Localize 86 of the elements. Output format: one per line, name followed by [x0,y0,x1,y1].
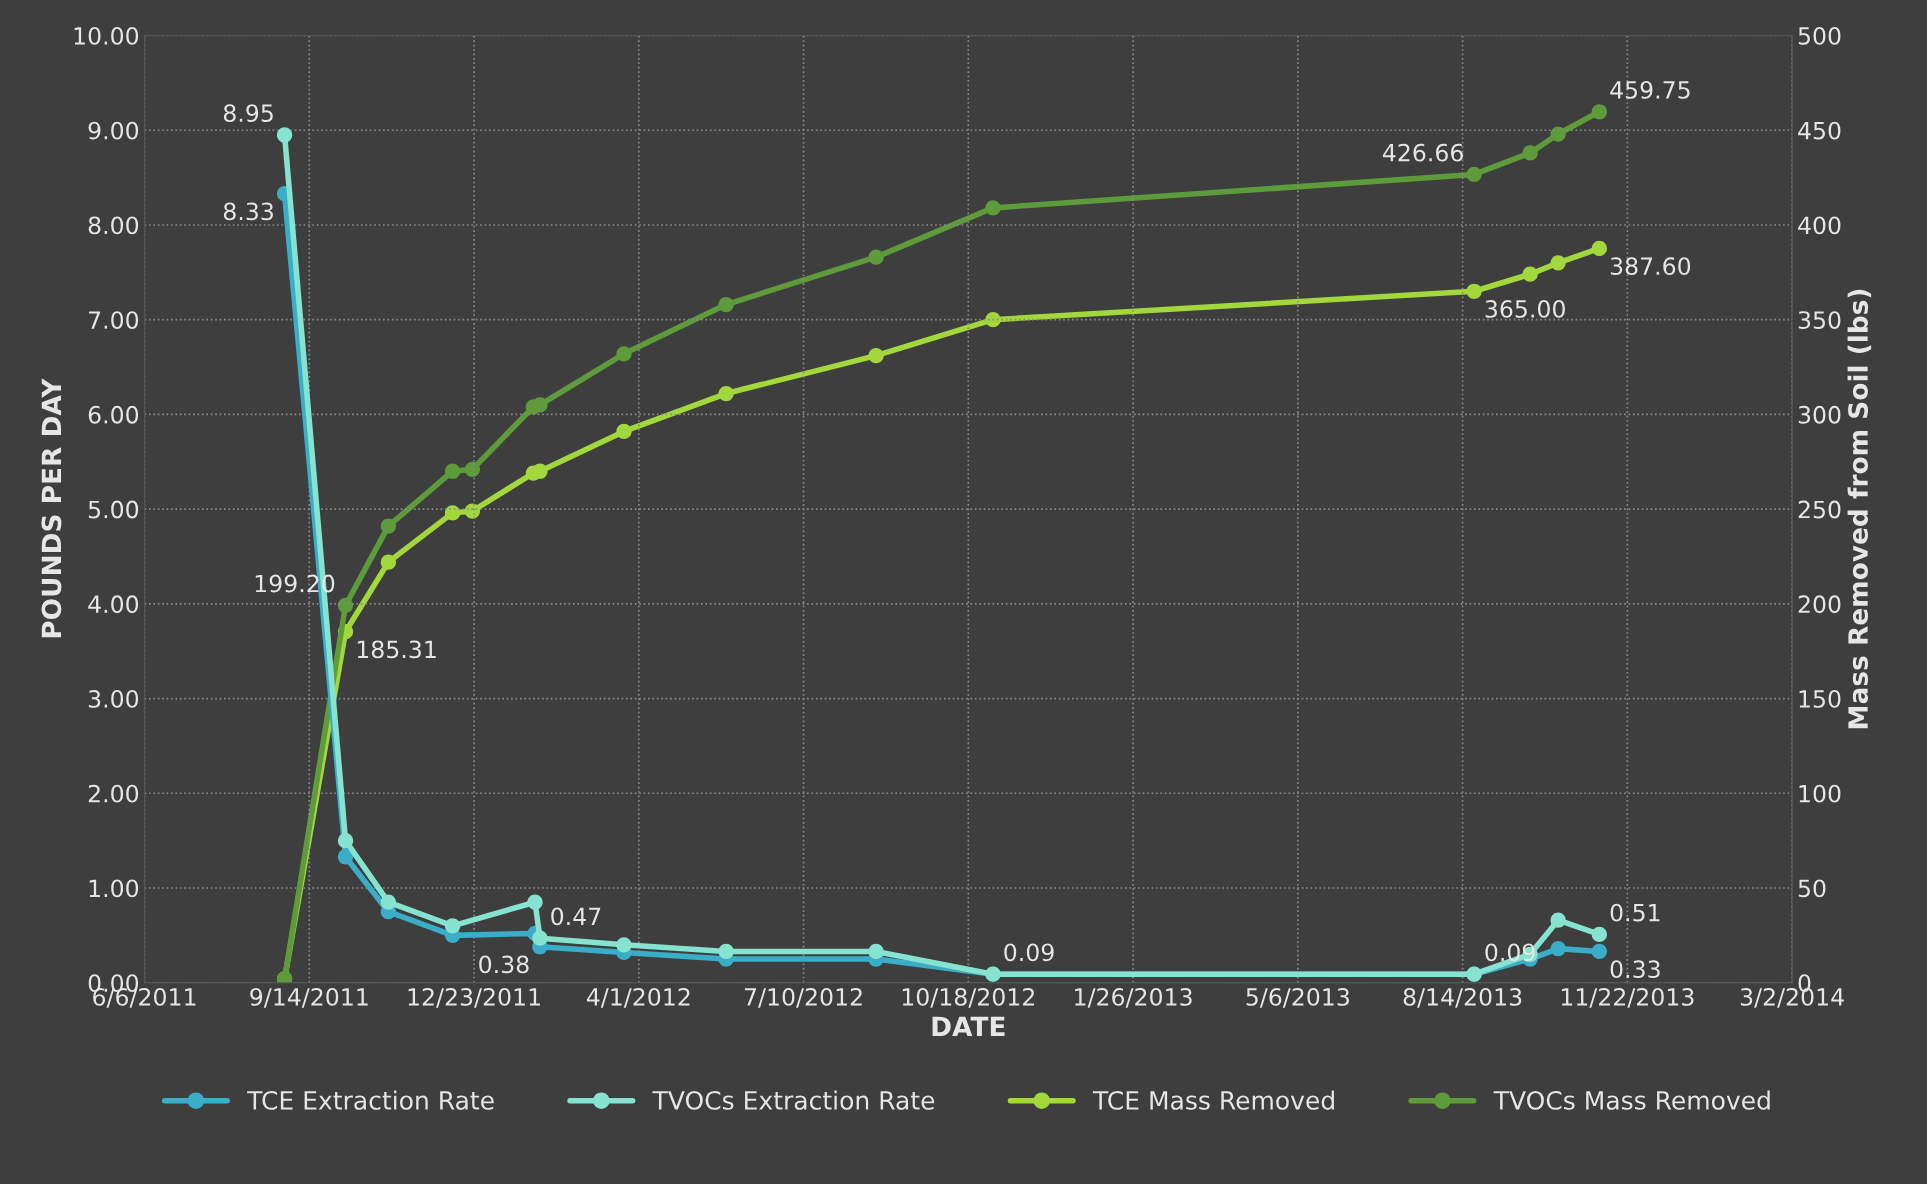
point [1550,912,1566,928]
legend-label: TVOCs Mass Removed [1493,1090,1770,1110]
data-label: 426.66 [1382,143,1463,162]
point [868,249,884,265]
point [616,937,632,953]
x-tick-label: 4/1/2012 [586,988,690,1008]
y-tick-label: 4.00 [88,595,139,614]
point [868,348,884,364]
point [718,943,734,960]
data-label: 0.47 [551,907,601,926]
point [337,597,354,613]
data-label: 185.31 [357,640,436,659]
x-tick-label: 1/26/2013 [1075,988,1192,1008]
y2-tick-label: 400 [1798,216,1841,235]
y-tick-label: 1.00 [89,879,139,898]
point [337,833,354,849]
point [718,385,734,402]
y2-tick-label: 350 [1798,311,1841,329]
data-label: 0.51 [1610,903,1660,922]
point [1550,255,1566,271]
legend-label: TCE Extraction Rate [247,1090,494,1110]
y2-tick-label: 250 [1798,500,1841,519]
point [337,849,354,865]
data-label: 0.33 [1610,960,1660,979]
data-label: 365.00 [1485,300,1565,318]
y2-tick-label: 300 [1798,405,1841,424]
point [380,894,397,910]
point [276,127,293,143]
point [616,346,632,362]
point [1591,240,1607,257]
data-label: 0.09 [1004,943,1054,962]
x-tick-label: 10/18/2012 [902,988,1034,1008]
y2-tick-label: 450 [1798,121,1841,140]
x-tick-label: 5/6/2013 [1246,988,1349,1008]
point [532,463,548,479]
y2-tick-label: 500 [1798,26,1841,45]
y-tick-label: 6.00 [88,405,139,424]
point [868,943,884,960]
legend-label: TVOCs Extraction Rate [652,1090,935,1110]
data-label: 8.95 [223,104,273,123]
y2-tick-label: 150 [1799,690,1841,708]
point [1466,166,1482,183]
point [444,505,461,521]
data-label: 0.38 [479,955,529,974]
point [1591,943,1607,960]
y-tick-label: 8.00 [88,216,139,235]
x-tick-label: 12/23/2011 [408,988,540,1008]
point [532,397,548,413]
y-tick-label: 10.00 [74,26,139,45]
point [1550,940,1566,957]
point [444,463,461,479]
x-tick-label: 11/22/2013 [1561,988,1694,1008]
point [985,312,1001,328]
point [1522,145,1538,161]
y-tick-label: 3.00 [88,690,139,708]
y-tick-label: 5.00 [88,500,139,519]
point [1591,926,1607,943]
point [444,918,461,934]
y-tick-label: 2.00 [88,784,139,803]
y2-tick-label: 200 [1798,595,1841,614]
y2-tick-label: 100 [1799,784,1841,803]
x-tick-label: 9/14/2011 [250,988,368,1008]
legend-label: TCE Mass Removed [1092,1090,1334,1110]
data-label: 8.33 [223,202,273,221]
y2-tick-label: 50 [1798,879,1826,898]
point [985,200,1001,216]
point [464,461,481,477]
data-label: 387.60 [1610,257,1691,276]
point [380,518,397,534]
y-axis-title: POUNDS PER DAY [41,378,62,638]
y-tick-label: 9.00 [88,121,139,140]
point [527,894,543,910]
point [532,930,548,946]
x-axis-title: DATE [932,1016,1005,1037]
data-label: 459.75 [1610,81,1690,99]
point [1522,266,1538,282]
y-tick-label: 7.00 [89,311,139,329]
point [718,296,734,313]
point [616,423,632,440]
y2-axis-title: Mass Removed from Soil (lbs) [1847,289,1872,729]
point [1466,283,1482,299]
x-tick-label: 7/10/2012 [744,988,862,1008]
point [1550,126,1566,142]
point [380,554,397,570]
x-tick-label: 8/14/2013 [1403,988,1522,1008]
point [1591,104,1607,120]
